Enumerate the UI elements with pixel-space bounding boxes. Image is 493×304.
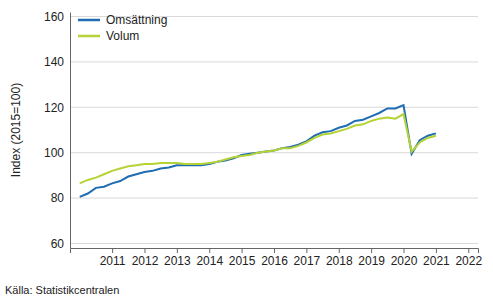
x-tick-label: 2015 [229, 254, 256, 268]
grid-line [70, 198, 478, 199]
x-tick: 2013 [164, 248, 191, 268]
x-tick-mark [468, 248, 469, 253]
x-tick-mark [209, 248, 210, 253]
y-axis: 60 80 100 120 140 160 [44, 10, 71, 251]
y-tick-label: 120 [44, 101, 64, 115]
x-tick-label: 2016 [261, 254, 288, 268]
legend: Omsättning Volum [78, 13, 167, 43]
x-tick-label: 2013 [164, 254, 191, 268]
y-axis-line [70, 13, 71, 249]
legend-item: Omsättning [78, 13, 167, 27]
y-tick: 80 [51, 191, 70, 205]
x-tick-mark [274, 248, 275, 253]
x-tick-label: 2021 [423, 254, 450, 268]
x-tick-label: 2012 [132, 254, 159, 268]
grid-line [70, 61, 478, 62]
y-tick: 160 [44, 10, 70, 24]
x-axis-line [71, 249, 479, 254]
y-tick-label: 140 [44, 55, 64, 69]
x-tick: 2014 [196, 248, 223, 268]
x-tick-label: 2018 [326, 254, 353, 268]
x-tick-label: 2019 [358, 254, 385, 268]
grid [70, 17, 478, 244]
source: Källa: Statistikcentralen [5, 284, 119, 296]
x-tick-mark [339, 248, 340, 253]
y-tick: 140 [44, 55, 70, 69]
grid-line [70, 243, 478, 244]
y-tick: 60 [51, 237, 70, 251]
y-tick-label: 160 [44, 10, 64, 24]
x-tick-mark [112, 248, 113, 253]
x-tick-label: 2020 [391, 254, 418, 268]
x-tick-mark [371, 248, 372, 253]
x-tick: 2018 [326, 248, 353, 268]
x-tick: 2020 [391, 248, 418, 268]
y-tick-label: 100 [44, 146, 64, 160]
x-axis: 2011 2012 2013 2014 2015 2016 2017 2018 2019 2020… [71, 248, 483, 268]
grid-line [70, 152, 478, 153]
legend-label: Omsättning [106, 13, 167, 27]
x-tick: 2012 [132, 248, 159, 268]
x-tick-mark [177, 248, 178, 253]
y-tick: 100 [44, 146, 70, 160]
legend-swatch [78, 35, 100, 38]
x-tick-mark [242, 248, 243, 253]
x-tick-mark [404, 248, 405, 253]
legend-item: Volum [78, 29, 139, 43]
legend-label: Volum [106, 29, 139, 43]
y-tick-label: 80 [51, 191, 65, 205]
x-tick-label: 2011 [100, 254, 126, 268]
legend-swatch [78, 19, 100, 22]
series-line [80, 114, 436, 183]
x-tick-mark [306, 248, 307, 253]
lines [80, 105, 436, 197]
x-tick-mark [144, 248, 145, 253]
x-tick: 2021 [423, 248, 450, 268]
grid-line [70, 107, 478, 108]
y-tick: 120 [44, 101, 70, 115]
x-tick-label: 2017 [294, 254, 321, 268]
x-tick: 2015 [229, 248, 256, 268]
x-tick: 2022 [455, 248, 482, 268]
x-tick: 2011 [100, 248, 126, 268]
x-tick-label: 2014 [196, 254, 223, 268]
y-axis-title: Index (2015=100) [9, 83, 23, 177]
x-tick-mark [436, 248, 437, 253]
x-tick: 2017 [294, 248, 321, 268]
x-tick-label: 2022 [455, 254, 482, 268]
chart: 60 80 100 120 140 160 2011 2012 2013 2014 2015 2016… [0, 0, 493, 304]
y-tick-label: 60 [51, 237, 65, 251]
x-tick: 2016 [261, 248, 288, 268]
x-tick: 2019 [358, 248, 385, 268]
series-line [80, 105, 436, 197]
plot: 60 80 100 120 140 160 2011 2012 2013 2014 2015 2016… [44, 10, 482, 268]
